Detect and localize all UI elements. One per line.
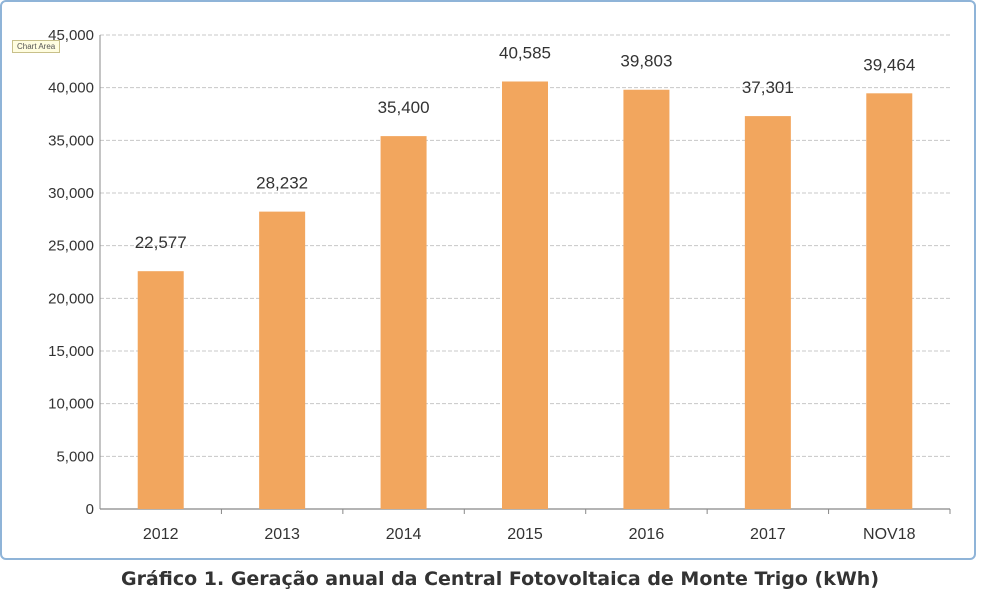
x-tick-label: 2014 [386, 526, 422, 543]
bar [380, 136, 427, 509]
x-tick-label: 2016 [629, 526, 665, 543]
chart-area-tooltip: Chart Area [12, 40, 61, 53]
y-tick-label: 30,000 [48, 185, 94, 202]
bar [623, 89, 670, 509]
bar [137, 271, 184, 509]
data-label: 40,585 [499, 44, 551, 63]
bar [259, 211, 306, 510]
x-tick-label: 2013 [264, 526, 300, 543]
y-tick-label: 15,000 [48, 343, 94, 360]
data-label: 35,400 [378, 98, 430, 117]
y-tick-label: 10,000 [48, 396, 94, 413]
x-tick-label: 2012 [143, 526, 179, 543]
bar [866, 93, 913, 509]
data-label: 39,803 [620, 52, 672, 71]
x-tick-label: 2017 [750, 526, 786, 543]
y-tick-label: 40,000 [48, 80, 94, 97]
data-label: 28,232 [256, 174, 308, 193]
bar [744, 116, 791, 509]
x-tick-label: 2015 [507, 526, 543, 543]
data-label: 39,464 [863, 55, 915, 74]
y-tick-label: 25,000 [48, 238, 94, 255]
data-label: 22,577 [135, 233, 187, 252]
y-tick-label: 5,000 [56, 448, 94, 465]
y-tick-label: 35,000 [48, 132, 94, 149]
y-tick-label: 20,000 [48, 290, 94, 307]
data-label: 37,301 [742, 78, 794, 97]
chart-caption: Gráfico 1. Geração anual da Central Foto… [120, 568, 880, 590]
y-tick-label: 45,000 [48, 27, 94, 44]
y-tick-label: 0 [86, 501, 94, 518]
x-tick-label: NOV18 [863, 526, 916, 543]
bar [502, 81, 548, 509]
